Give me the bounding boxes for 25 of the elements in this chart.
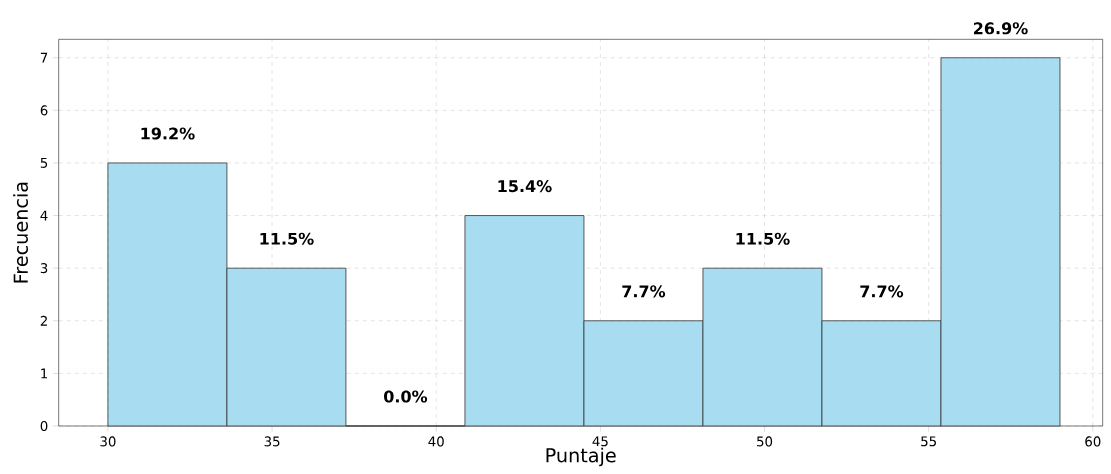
y-tick-label: 4 [40, 210, 48, 221]
x-tick-label: 60 [1085, 436, 1101, 447]
y-tick-label: 2 [40, 315, 47, 326]
x-tick-label: 45 [592, 436, 608, 447]
annotation: 15.4% [498, 180, 552, 193]
annotation: 19.2% [141, 127, 195, 140]
y-tick-label: 5 [40, 157, 48, 168]
x-tick-label: 40 [428, 436, 444, 447]
x-tick-label: 35 [264, 436, 280, 447]
x-tick-label: 55 [921, 436, 936, 447]
x-tick-label: 30 [100, 436, 116, 447]
y-tick-label: 1 [41, 368, 48, 379]
annotation: 7.7% [860, 285, 904, 298]
annotation: 0.0% [384, 390, 428, 403]
y-axis-title: Frecuencia [13, 182, 28, 283]
annotation: 11.5% [260, 232, 314, 245]
y-tick-label: 7 [40, 52, 48, 63]
x-axis-title: Puntaje [546, 447, 616, 467]
y-tick-label: 0 [40, 420, 48, 432]
x-tick-label: 50 [757, 436, 773, 447]
annotation: 7.7% [622, 285, 666, 298]
annotation: 11.5% [736, 232, 790, 245]
annotation: 26.9% [974, 22, 1028, 35]
y-tick-label: 3 [40, 263, 48, 274]
y-tick-label: 6 [40, 105, 48, 116]
